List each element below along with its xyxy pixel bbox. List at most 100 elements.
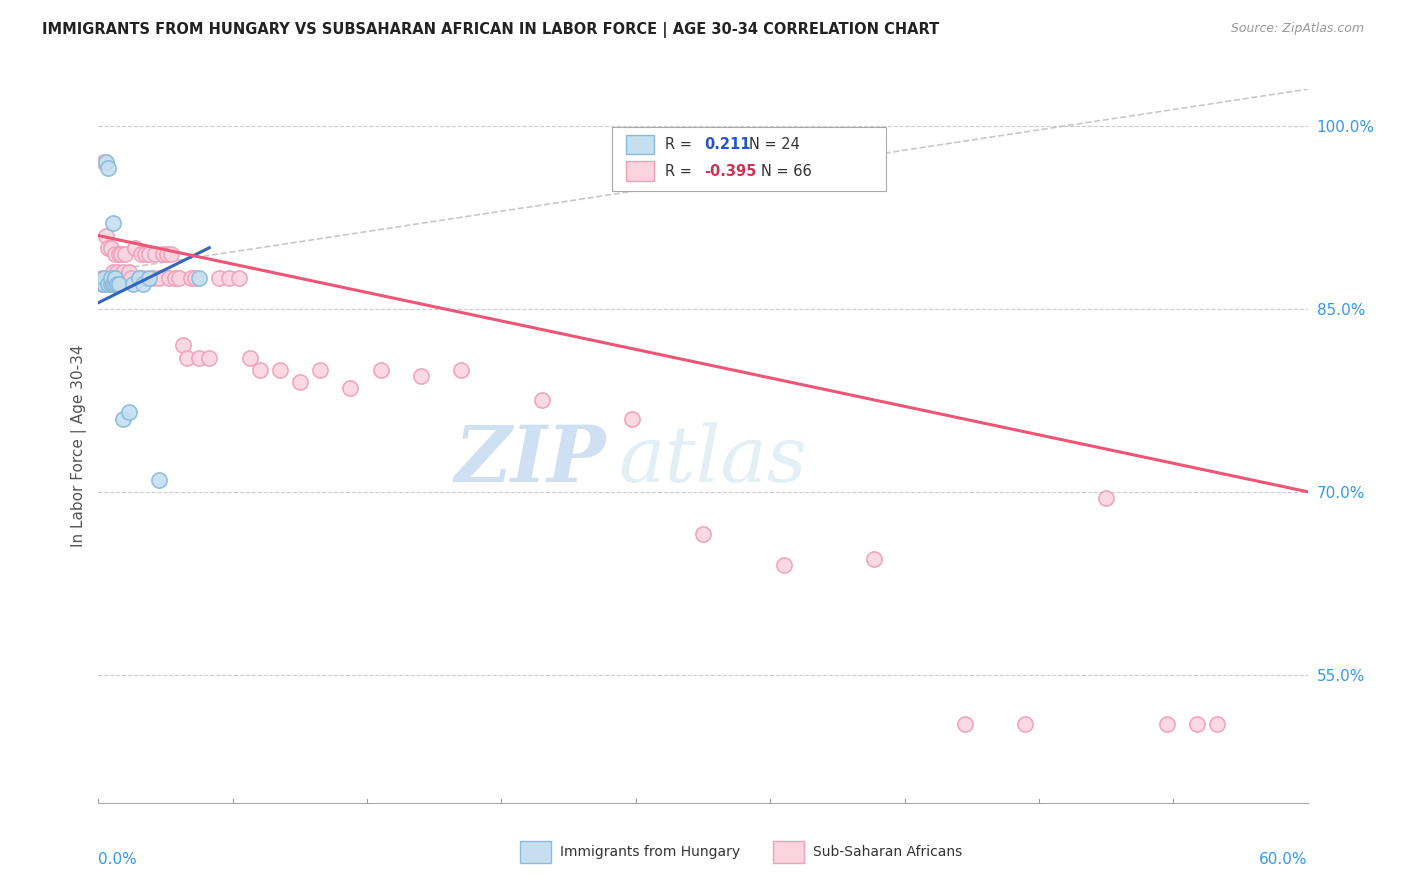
Point	[107, 271, 129, 285]
Point	[156, 247, 179, 261]
Point	[218, 271, 240, 285]
Point	[105, 277, 128, 292]
Point	[118, 265, 141, 279]
Point	[132, 277, 155, 292]
Point	[134, 247, 156, 261]
Point	[93, 155, 115, 169]
Text: IMMIGRANTS FROM HUNGARY VS SUBSAHARAN AFRICAN IN LABOR FORCE | AGE 30-34 CORRELA: IMMIGRANTS FROM HUNGARY VS SUBSAHARAN AF…	[42, 22, 939, 38]
Point	[198, 351, 221, 365]
Y-axis label: In Labor Force | Age 30-34: In Labor Force | Age 30-34	[72, 344, 87, 548]
Point	[138, 247, 160, 261]
Point	[93, 277, 115, 292]
Point	[96, 155, 118, 169]
Point	[143, 247, 166, 261]
Text: 0.0%: 0.0%	[98, 852, 138, 867]
Point	[101, 277, 124, 292]
Point	[249, 363, 271, 377]
Point	[172, 338, 194, 352]
Point	[288, 375, 311, 389]
Point	[101, 271, 124, 285]
Point	[101, 216, 124, 230]
Point	[157, 271, 180, 285]
Point	[97, 277, 120, 292]
Point	[96, 228, 118, 243]
Text: Immigrants from Hungary: Immigrants from Hungary	[560, 845, 740, 859]
Point	[309, 363, 332, 377]
Point	[93, 271, 115, 285]
Point	[103, 277, 125, 292]
Point	[148, 271, 170, 285]
Point	[100, 271, 122, 285]
Point	[110, 247, 132, 261]
Point	[148, 473, 170, 487]
Point	[167, 271, 190, 285]
Point	[105, 265, 128, 279]
Point	[450, 363, 472, 377]
Text: atlas: atlas	[619, 422, 807, 499]
Point	[1206, 716, 1229, 731]
Point	[188, 271, 211, 285]
Point	[269, 363, 291, 377]
Point	[97, 161, 120, 176]
Point	[121, 277, 143, 292]
Point	[1014, 716, 1036, 731]
Point	[114, 247, 136, 261]
Text: Source: ZipAtlas.com: Source: ZipAtlas.com	[1230, 22, 1364, 36]
Point	[115, 271, 138, 285]
Point	[103, 271, 125, 285]
Text: -0.395: -0.395	[704, 164, 756, 178]
Point	[208, 271, 231, 285]
Point	[111, 265, 134, 279]
Text: N = 24: N = 24	[749, 137, 800, 152]
Text: N = 66: N = 66	[761, 164, 811, 178]
Point	[692, 527, 714, 541]
Point	[107, 277, 129, 292]
Point	[176, 351, 198, 365]
Point	[530, 393, 553, 408]
Point	[91, 277, 114, 292]
Point	[91, 271, 114, 285]
Point	[97, 241, 120, 255]
Point	[188, 351, 211, 365]
Point	[128, 271, 150, 285]
Point	[863, 551, 886, 566]
Point	[152, 247, 174, 261]
Text: R =: R =	[665, 164, 696, 178]
Point	[118, 405, 141, 419]
Point	[1095, 491, 1118, 505]
Point	[128, 271, 150, 285]
Point	[239, 351, 262, 365]
Point	[370, 363, 392, 377]
Point	[105, 271, 128, 285]
Point	[953, 716, 976, 731]
Text: Sub-Saharan Africans: Sub-Saharan Africans	[813, 845, 962, 859]
Point	[772, 558, 794, 572]
Point	[1156, 716, 1178, 731]
Point	[228, 271, 250, 285]
Text: 60.0%: 60.0%	[1260, 852, 1308, 867]
Point	[184, 271, 207, 285]
Point	[138, 271, 160, 285]
Point	[97, 271, 120, 285]
Point	[101, 265, 124, 279]
Point	[103, 271, 125, 285]
Point	[1185, 716, 1208, 731]
Point	[100, 271, 122, 285]
Point	[339, 381, 361, 395]
Text: R =: R =	[665, 137, 696, 152]
Point	[163, 271, 186, 285]
Text: ZIP: ZIP	[454, 422, 606, 499]
Point	[103, 247, 125, 261]
Point	[101, 277, 124, 292]
Point	[129, 247, 152, 261]
Point	[621, 411, 644, 425]
Point	[103, 271, 125, 285]
Point	[160, 247, 183, 261]
Text: 0.211: 0.211	[704, 137, 751, 152]
Point	[111, 411, 134, 425]
Point	[107, 247, 129, 261]
Point	[132, 271, 155, 285]
Point	[96, 271, 118, 285]
Point	[100, 241, 122, 255]
Point	[124, 241, 146, 255]
